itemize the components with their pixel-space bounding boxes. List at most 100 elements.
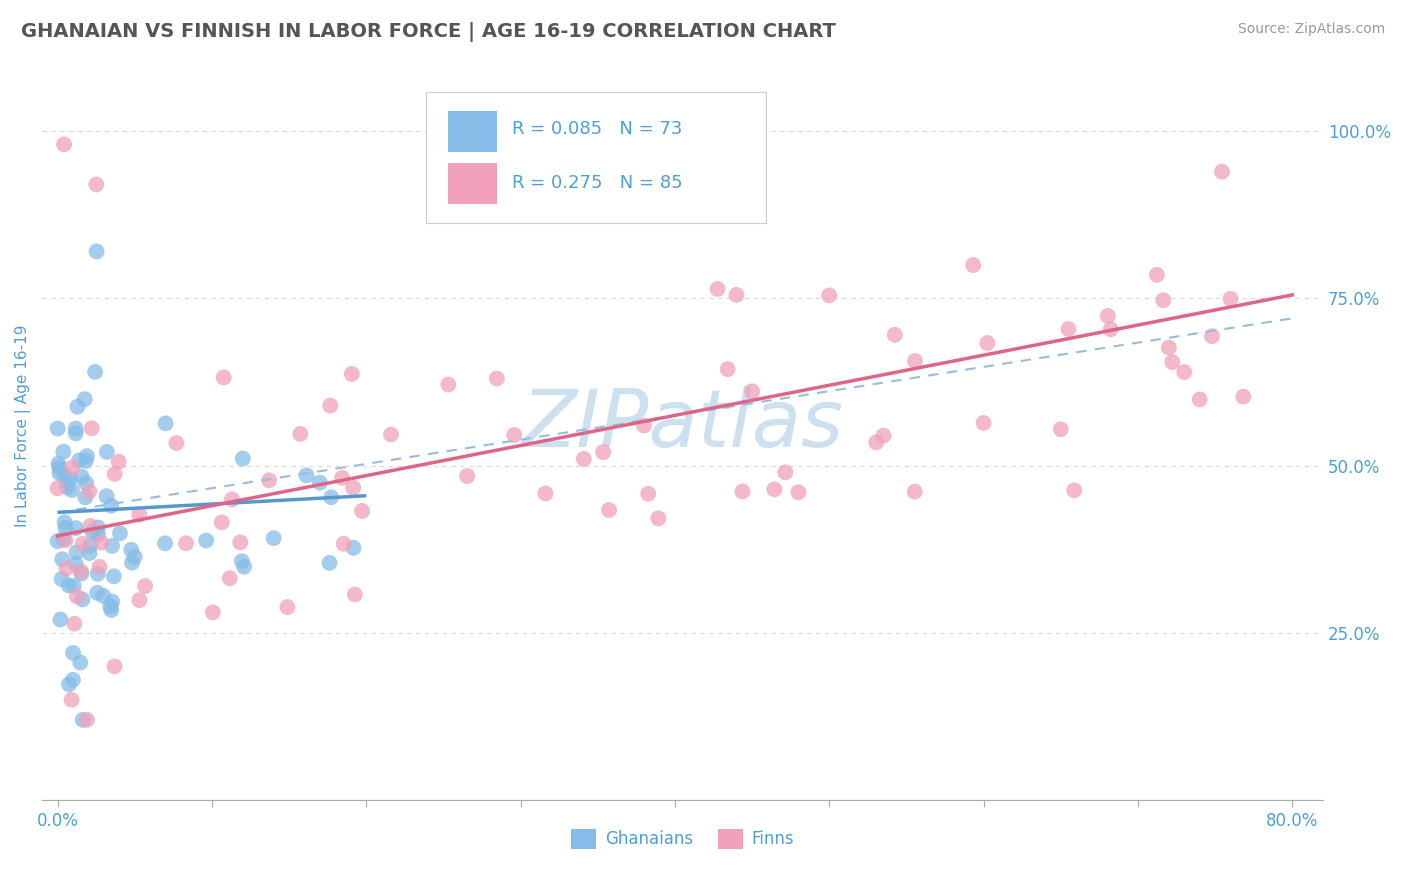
Point [72, 537, 94, 551]
Point [52, 532, 75, 546]
Point [101, 539, 124, 553]
Point [592, 445, 614, 459]
Point [65, 421, 87, 435]
FancyBboxPatch shape [449, 163, 496, 204]
Point [637, 487, 659, 501]
Point [84, 178, 107, 192]
Point [741, 384, 763, 399]
Point [1201, 329, 1223, 343]
Point [211, 516, 233, 530]
Point [59, 471, 82, 485]
Point [87, 520, 110, 534]
Point [84, 365, 107, 379]
Point [72, 713, 94, 727]
Point [1161, 355, 1184, 369]
Text: GHANAIAN VS FINNISH IN LABOR FORCE | AGE 16-19 CORRELATION CHART: GHANAIAN VS FINNISH IN LABOR FORCE | AGE… [21, 22, 837, 42]
Point [49, 613, 72, 627]
Point [787, 485, 810, 500]
Point [62, 646, 84, 660]
Point [90, 535, 112, 549]
Point [485, 371, 508, 385]
Point [229, 535, 252, 549]
Point [233, 559, 256, 574]
Point [70, 566, 93, 581]
Point [232, 451, 254, 466]
Y-axis label: In Labor Force | Age 16-19: In Labor Force | Age 16-19 [15, 324, 31, 526]
Point [309, 475, 332, 490]
Point [75, 454, 97, 468]
Point [343, 587, 366, 601]
Point [89, 559, 111, 574]
Point [1211, 164, 1233, 178]
Point [1188, 392, 1211, 407]
Point [72, 592, 94, 607]
Point [69, 656, 91, 670]
Point [456, 469, 478, 483]
Point [58, 578, 80, 592]
Point [103, 569, 125, 583]
Point [51, 572, 73, 586]
Point [66, 400, 89, 414]
Point [437, 377, 460, 392]
Point [52, 444, 75, 458]
Point [96, 445, 118, 459]
Point [212, 370, 235, 384]
Point [352, 504, 374, 518]
Point [63, 616, 86, 631]
Point [1097, 309, 1119, 323]
Point [1152, 293, 1174, 308]
Point [65, 426, 87, 441]
Point [872, 428, 894, 442]
Point [60, 460, 83, 475]
Point [598, 503, 620, 517]
Point [318, 556, 340, 570]
Point [231, 554, 253, 568]
Point [55, 533, 77, 548]
Point [775, 466, 797, 480]
Point [87, 566, 110, 581]
Point [731, 484, 754, 499]
Point [290, 426, 312, 441]
Point [62, 673, 84, 687]
Point [67, 453, 90, 467]
Point [295, 468, 318, 483]
Point [82, 524, 104, 539]
Point [330, 471, 353, 485]
Point [70, 565, 93, 579]
Point [572, 452, 595, 467]
Point [276, 600, 298, 615]
Point [883, 327, 905, 342]
Point [60, 483, 83, 497]
Point [503, 428, 526, 442]
Point [104, 467, 127, 481]
Point [818, 288, 841, 302]
Point [153, 536, 176, 550]
Text: Source: ZipAtlas.com: Source: ZipAtlas.com [1237, 22, 1385, 37]
Point [103, 659, 125, 673]
Point [1173, 365, 1195, 379]
Point [263, 531, 285, 545]
Point [100, 499, 122, 513]
Text: R = 0.085   N = 73: R = 0.085 N = 73 [512, 120, 683, 138]
Point [75, 491, 97, 505]
Point [865, 435, 887, 450]
Point [60, 693, 83, 707]
Point [48, 460, 70, 475]
Point [76, 449, 98, 463]
Text: ZIPatlas: ZIPatlas [522, 386, 844, 465]
Point [53, 467, 76, 482]
Point [1232, 390, 1254, 404]
Point [108, 526, 131, 541]
Point [973, 416, 995, 430]
Point [633, 418, 655, 433]
Point [79, 546, 101, 560]
Point [706, 282, 728, 296]
Point [96, 489, 118, 503]
Point [80, 421, 103, 435]
Point [56, 480, 79, 494]
Point [65, 521, 87, 535]
Point [46, 481, 69, 495]
Point [46, 421, 69, 435]
FancyBboxPatch shape [449, 111, 496, 152]
Point [70, 469, 93, 483]
